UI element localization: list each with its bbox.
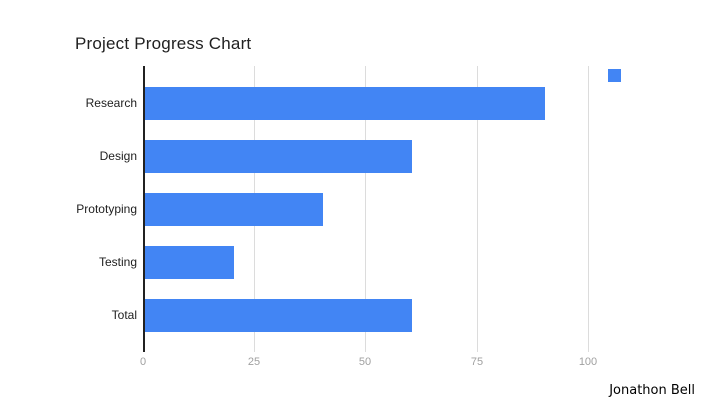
legend-series-swatch	[608, 69, 621, 82]
chart-title: Project Progress Chart	[75, 34, 252, 53]
category-label-testing: Testing	[98, 255, 137, 269]
bar-prototyping	[145, 193, 323, 226]
category-label-design: Design	[99, 149, 137, 163]
gridline-75	[477, 66, 478, 352]
category-label-prototyping: Prototyping	[76, 202, 137, 216]
tick-label-50: 50	[358, 356, 372, 368]
bar-research	[145, 87, 545, 120]
category-label-research: Research	[85, 96, 137, 110]
bar-testing	[145, 246, 234, 279]
category-label-total: Total	[111, 308, 137, 322]
tick-label-75: 75	[470, 356, 484, 368]
bar-design	[145, 140, 412, 173]
gridline-100	[588, 66, 589, 352]
tick-label-25: 25	[247, 356, 261, 368]
tick-label-100: 100	[578, 356, 598, 368]
plot-area	[143, 66, 613, 352]
author-name: Jonathon Bell	[609, 383, 695, 398]
baseline-axis	[143, 66, 145, 352]
bar-total	[145, 299, 412, 332]
tick-label-0: 0	[139, 356, 147, 368]
gridline-50	[365, 66, 366, 352]
